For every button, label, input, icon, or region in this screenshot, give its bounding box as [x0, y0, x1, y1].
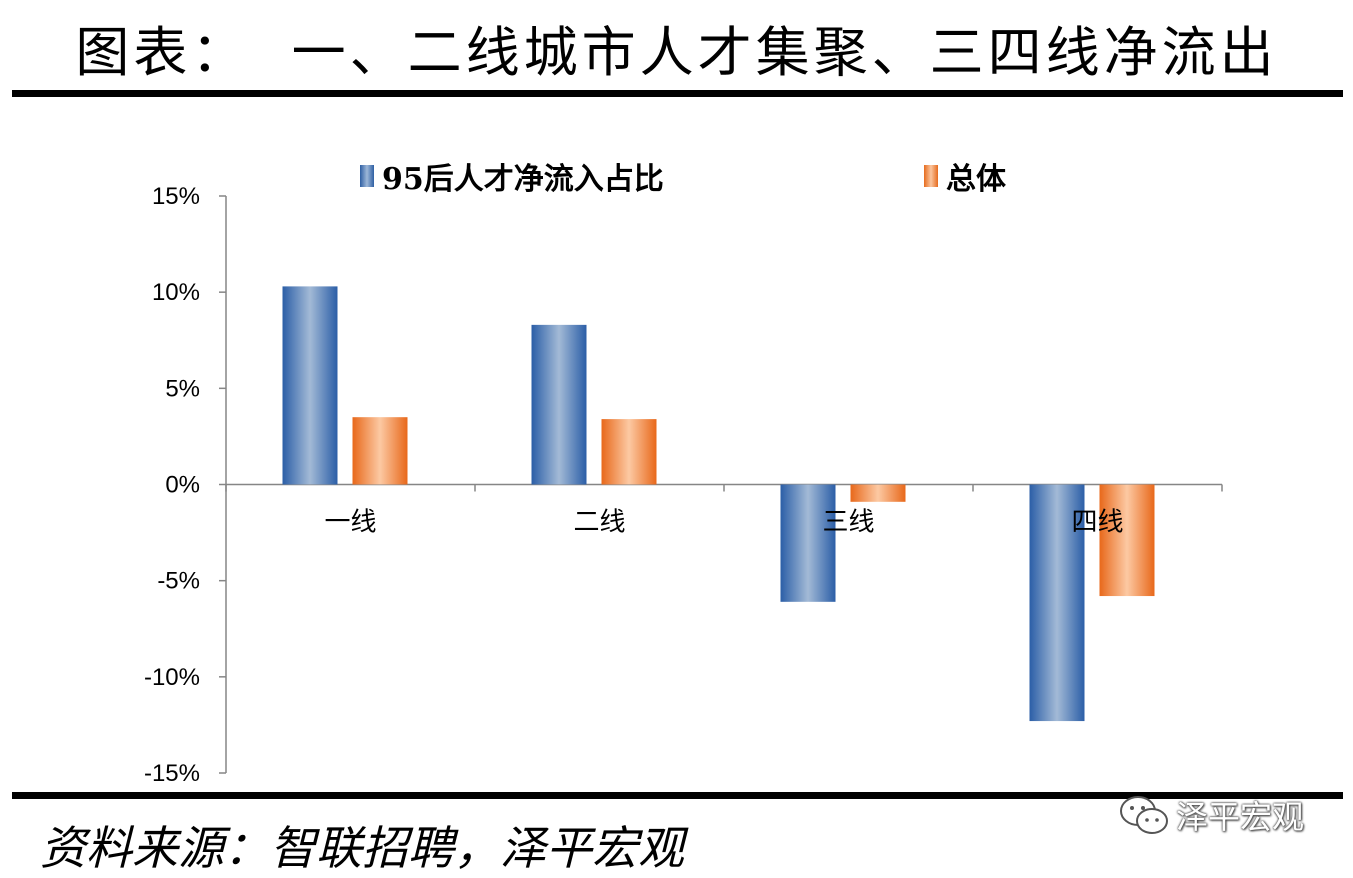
wechat-icon — [1120, 796, 1168, 834]
bar-series2 — [601, 419, 657, 485]
legend-swatch-series2 — [924, 165, 938, 187]
bar-chart: 15% 10% 5% 0% -5% -10% -15% 一线 二线 三线 四线 — [144, 183, 1223, 787]
legend-swatch-series1 — [360, 165, 374, 187]
legend-item-series2: 总体 — [924, 154, 1006, 198]
y-tick-label: -10% — [144, 664, 200, 691]
bar-series1 — [1029, 484, 1085, 722]
source-note: 资料来源：智联招聘，泽平宏观 — [40, 821, 684, 875]
title-rule — [12, 90, 1343, 97]
x-tick-label: 一线 — [324, 508, 376, 538]
y-tick-label: -5% — [157, 568, 200, 595]
bar-series1 — [780, 484, 836, 602]
y-tick-label: 10% — [152, 279, 200, 306]
bar-series2 — [352, 417, 408, 485]
legend-item-series1: 95后人才净流入占比 — [360, 154, 664, 198]
watermark: 泽平宏观 — [1118, 792, 1304, 838]
chart-legend: 95后人才净流入占比 总体 — [0, 150, 1353, 197]
bar-series1 — [282, 286, 338, 485]
y-tick-label: 15% — [152, 183, 200, 210]
watermark-text: 泽平宏观 — [1176, 798, 1305, 836]
x-tick-label: 三线 — [822, 508, 874, 538]
bar-series2 — [1099, 484, 1155, 597]
x-tick-label: 二线 — [573, 508, 625, 538]
y-tick-label: -15% — [144, 760, 200, 787]
page-title: 图表： 一、二线城市人才集聚、三四线净流出 — [75, 21, 1278, 84]
y-tick-label: 0% — [165, 472, 200, 499]
y-tick-label: 5% — [165, 375, 200, 402]
footer-rule — [12, 792, 1343, 799]
x-tick-label: 四线 — [1071, 508, 1123, 538]
bar-series2 — [850, 484, 906, 502]
bar-series1 — [531, 324, 587, 485]
legend-label-series2: 总体 — [946, 162, 1006, 197]
legend-label-series1: 95后人才净流入占比 — [382, 162, 664, 197]
